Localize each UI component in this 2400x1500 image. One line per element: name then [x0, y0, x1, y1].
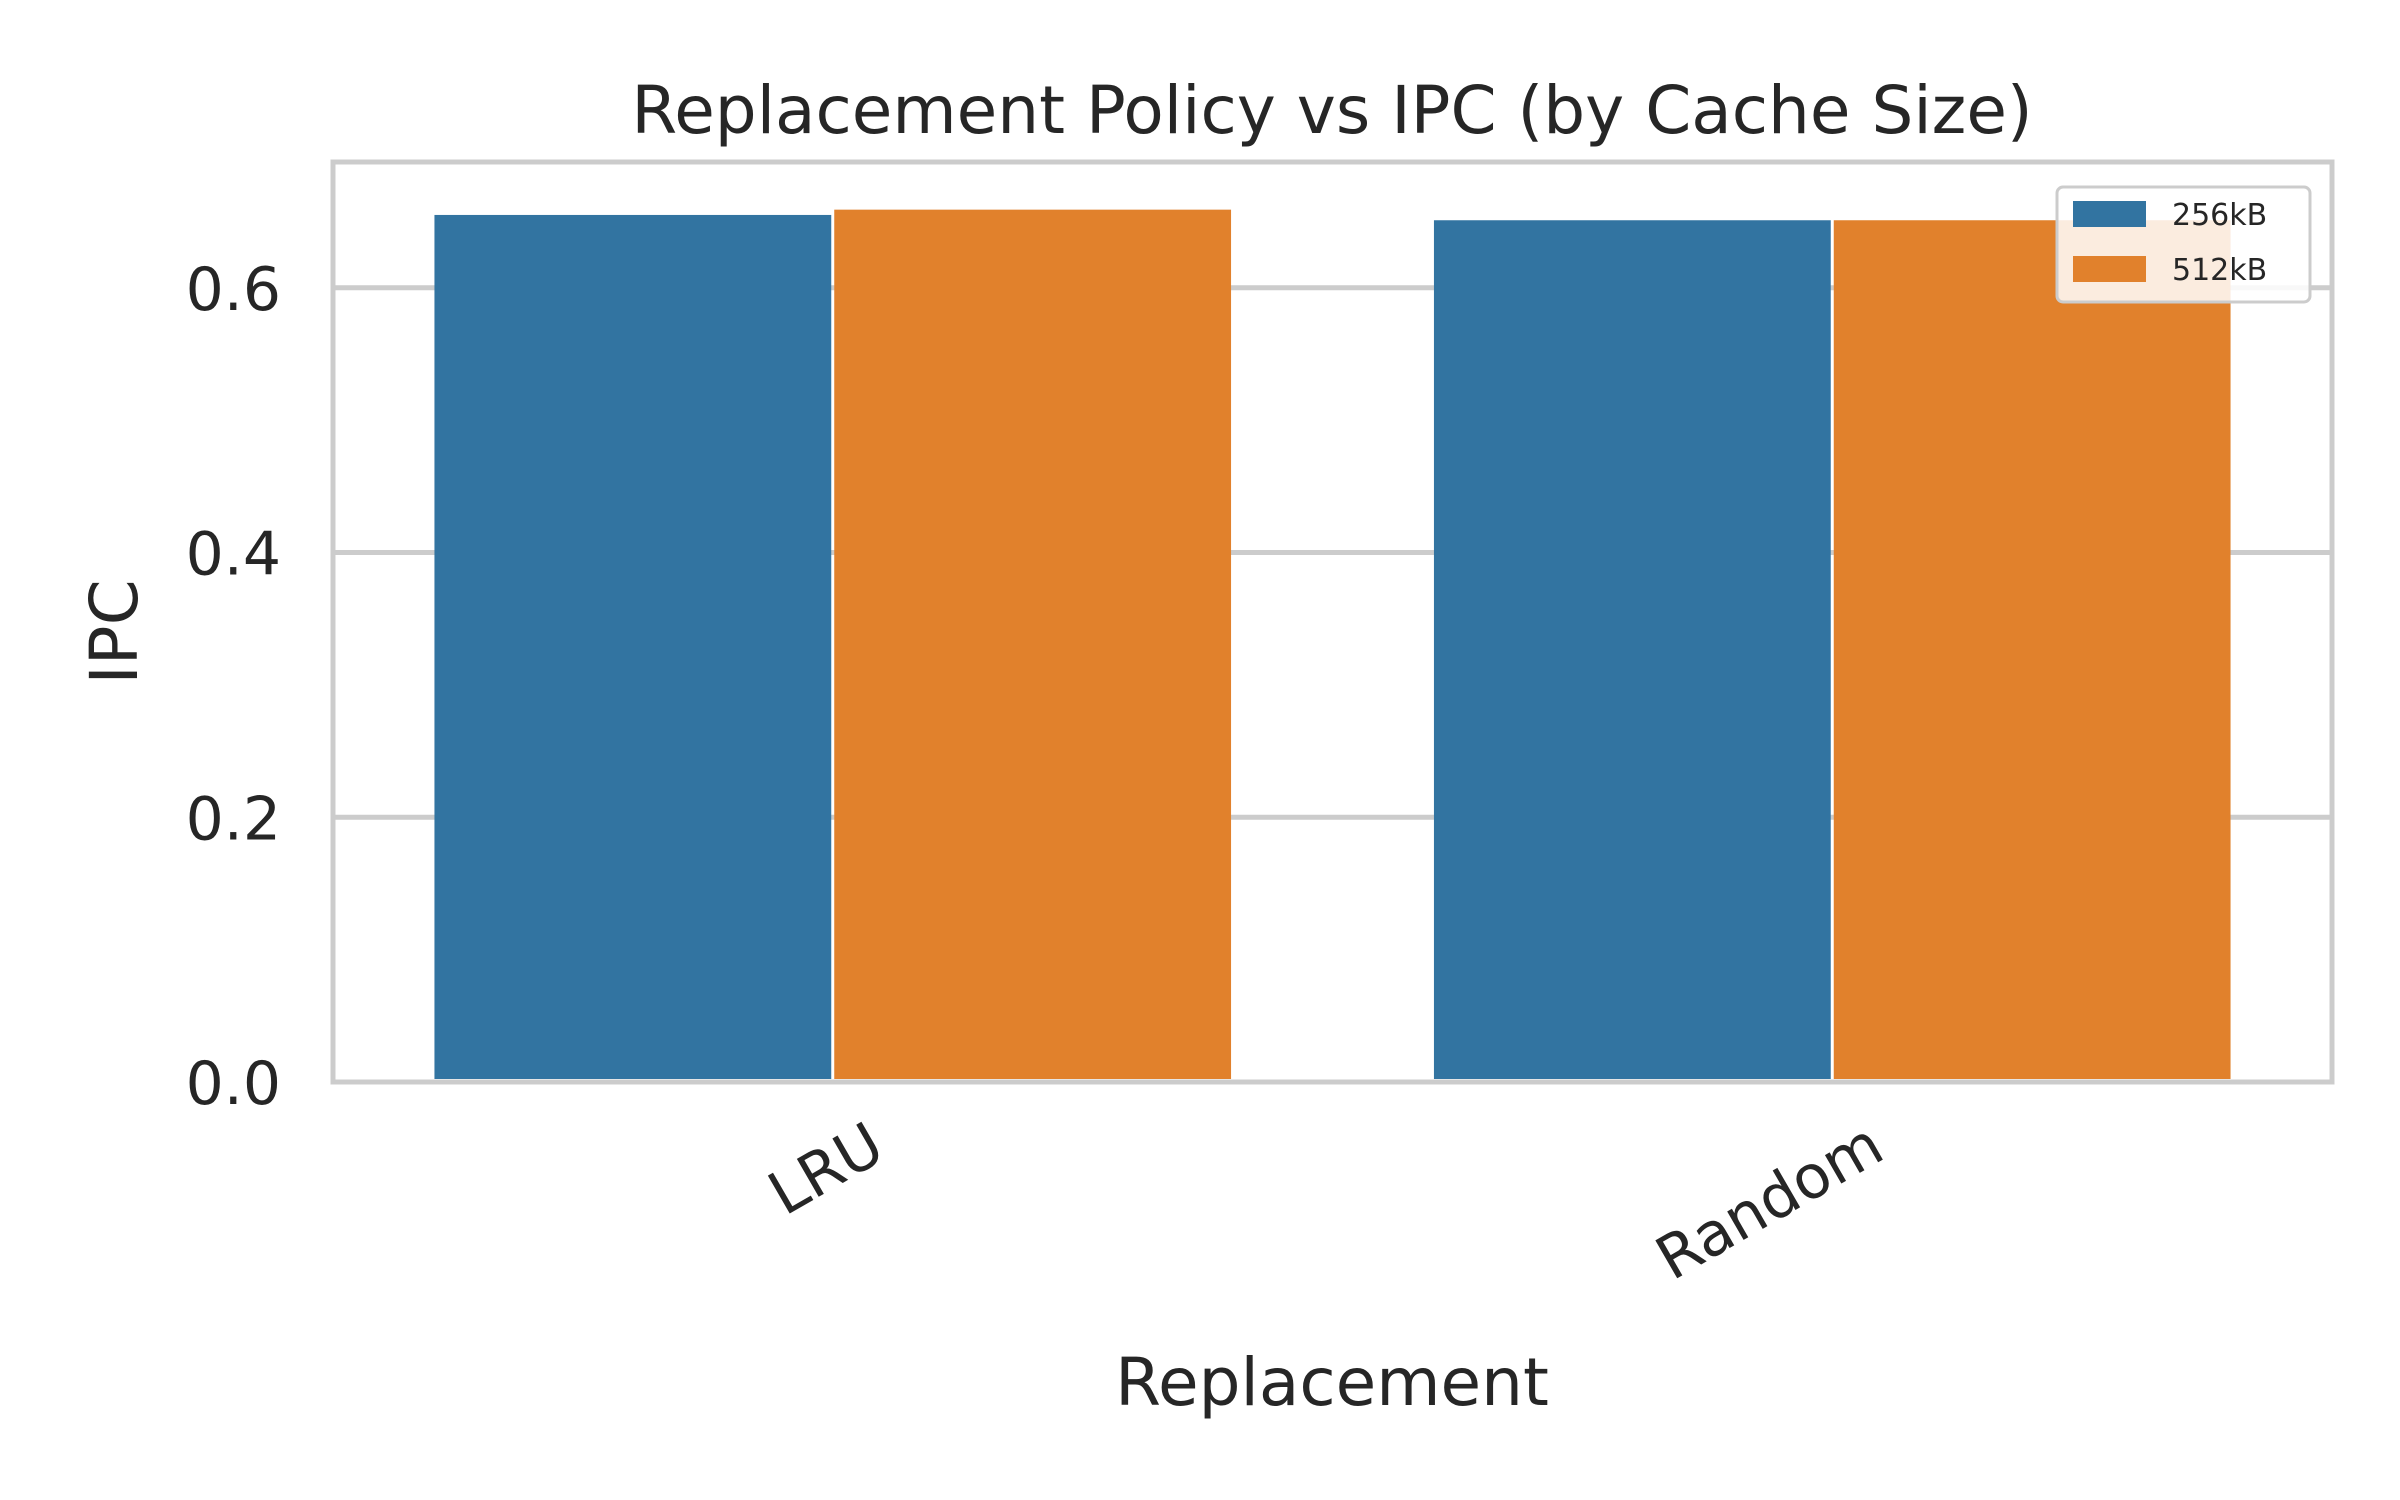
y-axis-label: IPC — [76, 579, 153, 684]
legend-label-256kb: 256kB — [2172, 198, 2267, 233]
y-tick-label: 0.4 — [186, 520, 281, 590]
bar-random-256kb — [1433, 220, 1831, 1079]
x-axis-label: Replacement — [1115, 1344, 1549, 1421]
plot-frame — [330, 159, 2335, 1085]
bar-random-512kb — [1833, 220, 2231, 1079]
y-tick-label: 0.0 — [186, 1049, 281, 1119]
y-tick-label: 0.2 — [186, 784, 281, 854]
chart-title: Replacement Policy vs IPC (by Cache Size… — [631, 72, 2032, 149]
y-tick-label: 0.6 — [186, 255, 281, 325]
bar-lru-512kb — [834, 209, 1232, 1080]
bar-layer — [434, 209, 2231, 1080]
legend-swatch-256kb — [2073, 201, 2146, 227]
legend-swatch-512kb — [2073, 256, 2146, 282]
bar-lru-256kb — [434, 214, 832, 1079]
legend: 256kB 512kB — [2055, 185, 2312, 304]
legend-label-512kb: 512kB — [2172, 253, 2267, 288]
y-tick-labels: 0.0 0.2 0.4 0.6 — [186, 255, 281, 1119]
